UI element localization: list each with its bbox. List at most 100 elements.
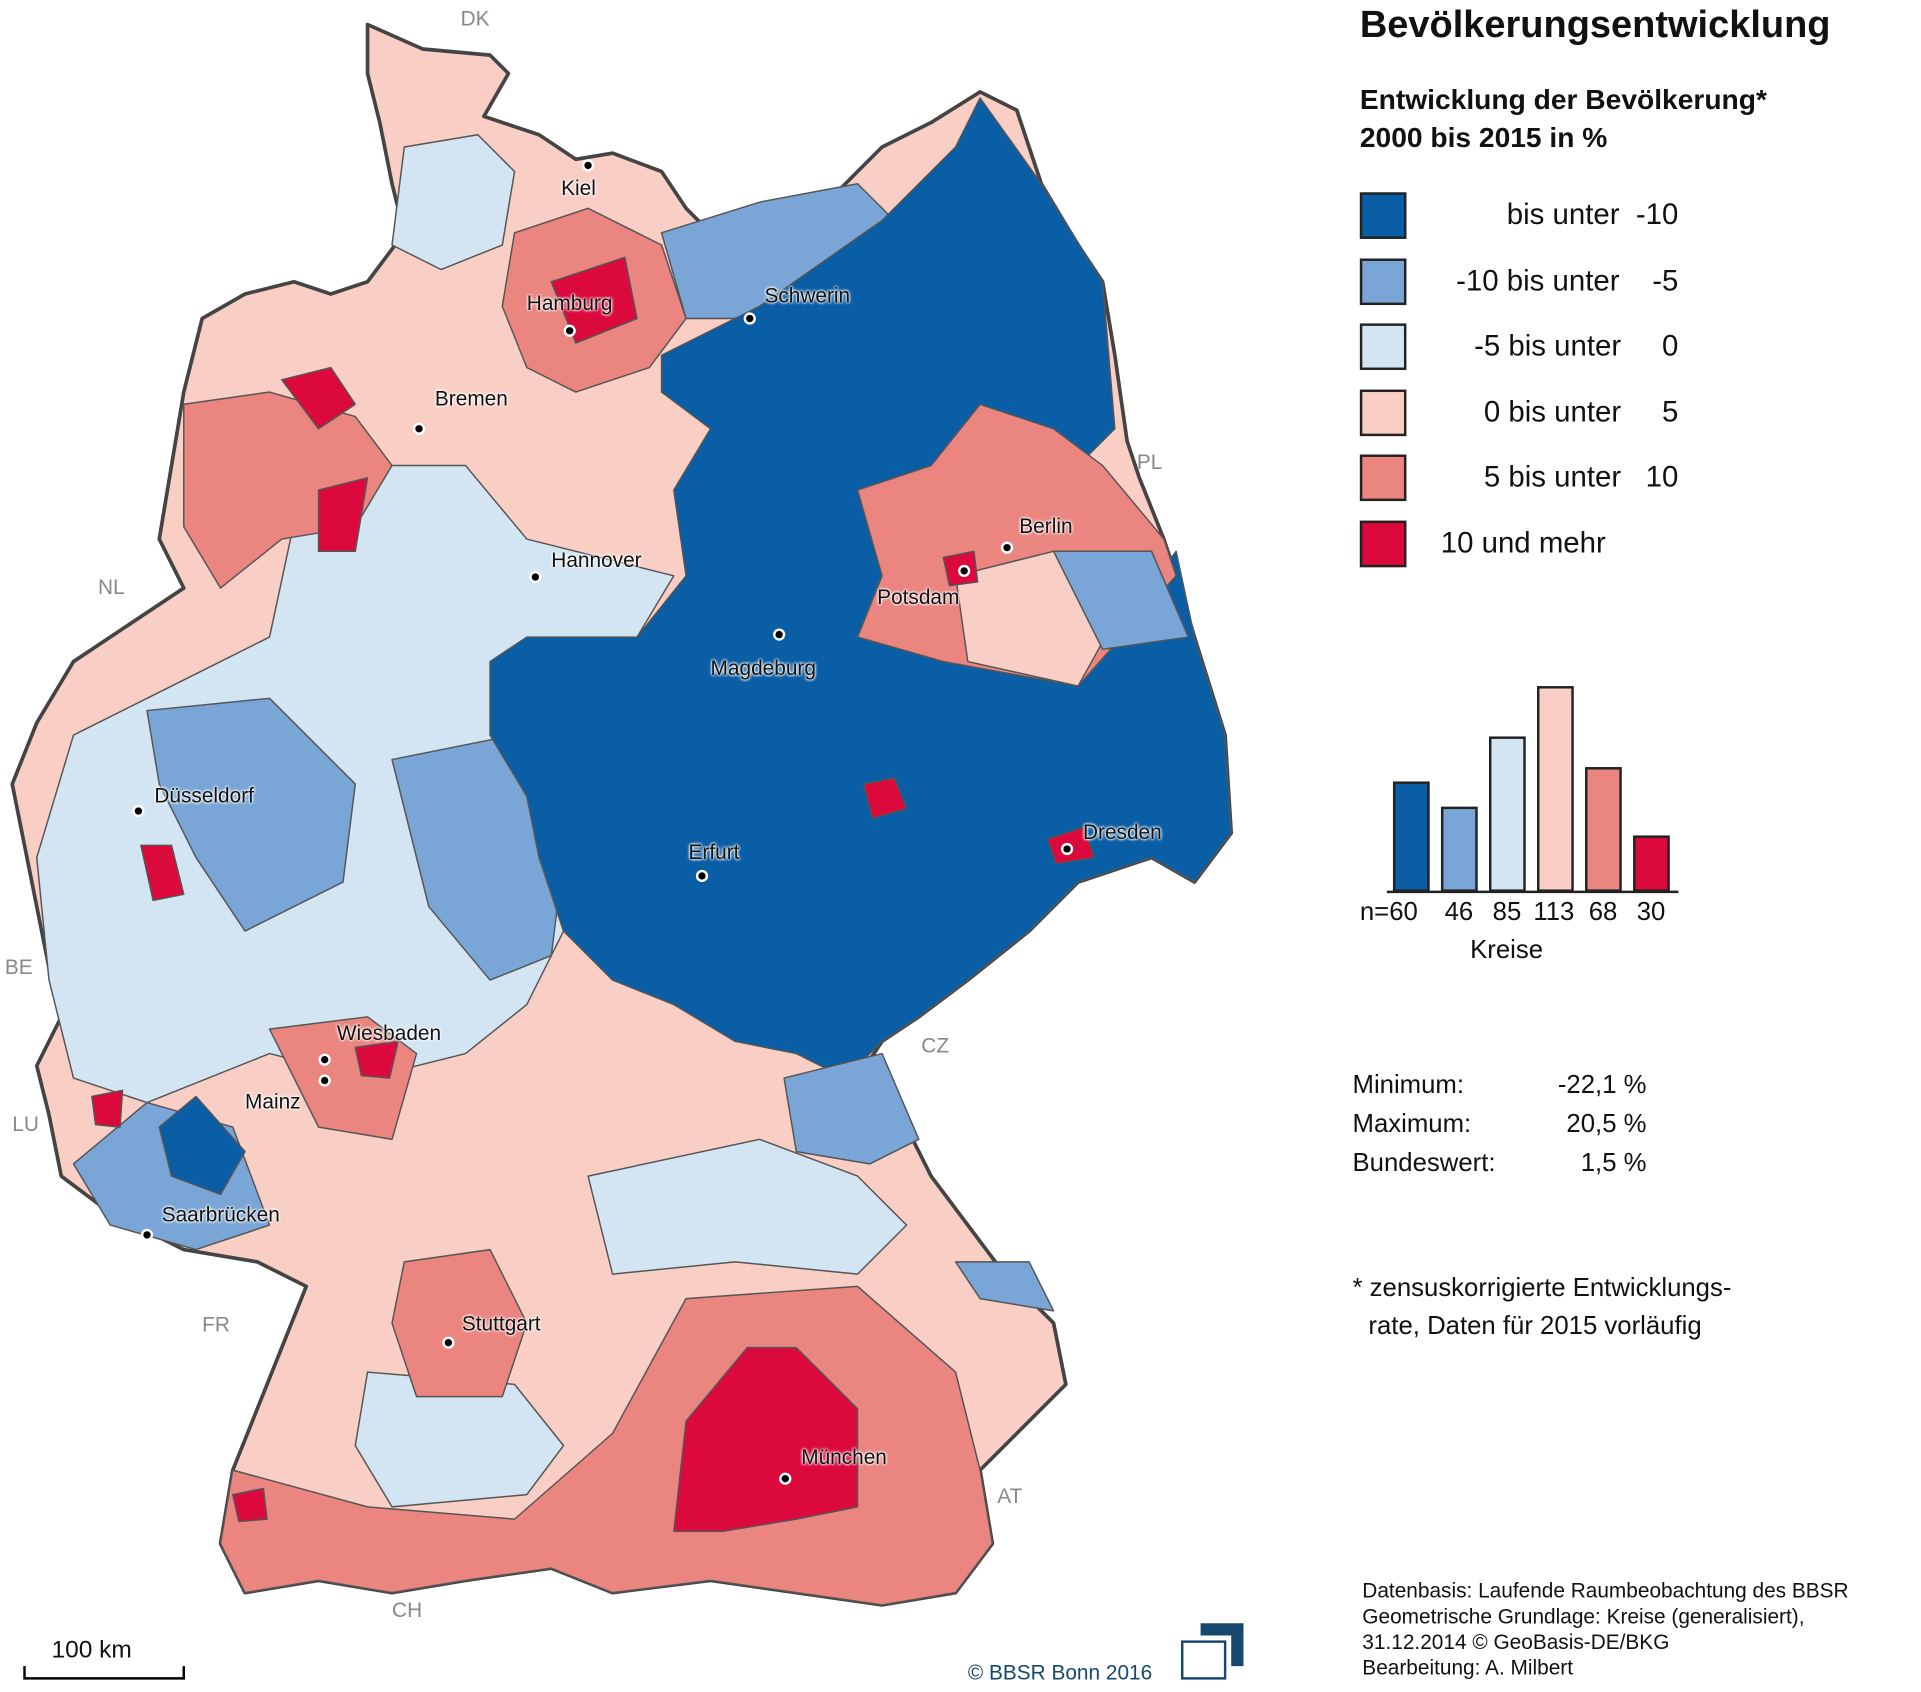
source-line: 31.12.2014 © GeoBasis-DE/BKG — [1362, 1630, 1670, 1654]
country-label: LU — [12, 1112, 39, 1136]
histogram-bar — [1585, 767, 1622, 892]
histogram-bar — [1537, 686, 1574, 892]
city-label: Wiesbaden — [336, 1021, 442, 1046]
legend-swatch — [1359, 520, 1407, 568]
region-mid-blue-bavaria-east — [783, 1052, 920, 1165]
histogram-count-label: n=60 — [1359, 897, 1418, 927]
city-dot — [584, 161, 592, 170]
country-label: DK — [460, 7, 490, 31]
histogram-bar — [1440, 806, 1478, 892]
scale-bar — [23, 1666, 185, 1680]
legend-label: 0 bis unter 5 — [1483, 395, 1679, 429]
source-line: Bearbeitung: A. Milbert — [1362, 1656, 1574, 1680]
region-light-blue-bavaria-ne — [587, 1138, 908, 1275]
city-dot — [781, 1475, 789, 1483]
region-red-potsdam — [942, 550, 979, 587]
region-dark-blue-east — [489, 97, 1232, 1079]
scale-bar-label: 100 km — [51, 1636, 132, 1664]
city-dot — [1063, 845, 1071, 853]
country-label: CH — [392, 1598, 423, 1623]
city-label: Bremen — [434, 387, 508, 411]
legend-swatch — [1359, 389, 1407, 436]
region-mid-blue-west — [146, 697, 357, 932]
region-mid-blue-lausitz — [1052, 550, 1190, 651]
stat-value: -22,1 % — [1557, 1070, 1647, 1099]
city-label: Erfurt — [688, 840, 740, 864]
region-red-trier — [91, 1089, 124, 1128]
region-red-hamburg — [550, 256, 638, 344]
histogram-count-label: 113 — [1533, 897, 1575, 927]
subtitle-line-1: Entwicklung der Bevölkerung* — [1359, 83, 1767, 116]
legend-label: bis unter -10 — [1506, 198, 1679, 232]
country-label: BE — [4, 955, 33, 979]
region-red-dresden — [1046, 826, 1095, 865]
city-dot — [134, 807, 143, 815]
copyright: © BBSR Bonn 2016 — [967, 1661, 1153, 1685]
legend-label: 10 und mehr — [1440, 526, 1606, 560]
region-red-cologne — [140, 844, 185, 902]
city-dot — [415, 425, 423, 433]
city-dot — [320, 1056, 329, 1064]
city-dot — [960, 567, 968, 575]
histogram-bar — [1633, 835, 1670, 892]
country-label: AT — [997, 1484, 1023, 1509]
city-label: Potsdam — [877, 585, 960, 609]
footnote-line-1: * zensuskorrigierte Entwicklungs- — [1352, 1274, 1732, 1303]
country-label: FR — [202, 1313, 230, 1337]
city-dot — [565, 327, 574, 335]
stat-value: 1,5 % — [1580, 1149, 1647, 1178]
city-label: Düsseldorf — [154, 784, 254, 808]
city-dot — [320, 1076, 329, 1085]
region-light-blue-swabia — [354, 1371, 565, 1508]
stat-value: 20,5 % — [1566, 1109, 1647, 1139]
histogram-bar — [1392, 781, 1430, 892]
stat-label: Minimum: — [1352, 1070, 1465, 1099]
legend-label: 5 bis unter 10 — [1483, 461, 1679, 495]
source-line: Geometrische Grundlage: Kreise (generali… — [1362, 1604, 1805, 1629]
city-dot — [698, 872, 706, 880]
city-label: Schwerin — [764, 284, 851, 308]
region-red-leipzig — [862, 777, 908, 820]
region-red-freiburg — [232, 1487, 268, 1523]
legend-label: -5 bis unter 0 — [1474, 329, 1679, 363]
stat-label: Maximum: — [1352, 1109, 1472, 1139]
map-subtitle: Entwicklung der Bevölkerung* 2000 bis 20… — [1360, 81, 1767, 157]
legend-swatch — [1359, 257, 1407, 305]
city-label: Hannover — [551, 548, 642, 573]
city-label: Kiel — [561, 176, 596, 200]
city-label: Stuttgart — [461, 1312, 541, 1336]
region-mid-blue-passau — [954, 1261, 1055, 1312]
city-dot — [531, 573, 540, 581]
city-label: München — [801, 1445, 887, 1469]
histogram-bar — [1488, 736, 1526, 892]
city-dot — [746, 314, 754, 323]
subtitle-line-2: 2000 bis 2015 in % — [1359, 121, 1608, 154]
city-label: Mainz — [245, 1090, 301, 1114]
legend-swatch — [1359, 192, 1407, 239]
region-salmon-stuttgart — [391, 1248, 528, 1398]
city-label: Dresden — [1082, 820, 1162, 845]
footnote: * zensuskorrigierte Entwicklungs- rate, … — [1353, 1269, 1732, 1345]
city-label: Berlin — [1019, 514, 1073, 538]
region-red-frankfurt — [354, 1040, 399, 1079]
legend-swatch — [1359, 323, 1407, 371]
region-dark-blue-pfalz — [158, 1095, 246, 1196]
city-label: Hamburg — [526, 291, 613, 315]
legend-swatch — [1359, 454, 1407, 502]
histogram-count-label: 46 — [1444, 897, 1474, 927]
city-label: Saarbrücken — [161, 1203, 280, 1227]
source-line: Datenbasis: Laufende Raumbeobachtung des… — [1362, 1579, 1849, 1603]
legend-label: -10 bis unter -5 — [1456, 264, 1679, 298]
histogram-count-label: 68 — [1588, 897, 1618, 927]
country-label: CZ — [921, 1033, 950, 1058]
city-dot — [143, 1231, 151, 1239]
histogram-xlabel: Kreise — [1470, 935, 1544, 965]
region-red-vechta — [317, 477, 369, 553]
map-title: Bevölkerungsentwicklung — [1359, 2, 1831, 46]
city-label: Magdeburg — [710, 656, 816, 680]
histogram-count-label: 85 — [1492, 897, 1522, 927]
source-note: Datenbasis: Laufende Raumbeobachtung des… — [1362, 1578, 1848, 1681]
country-label: NL — [98, 575, 125, 600]
